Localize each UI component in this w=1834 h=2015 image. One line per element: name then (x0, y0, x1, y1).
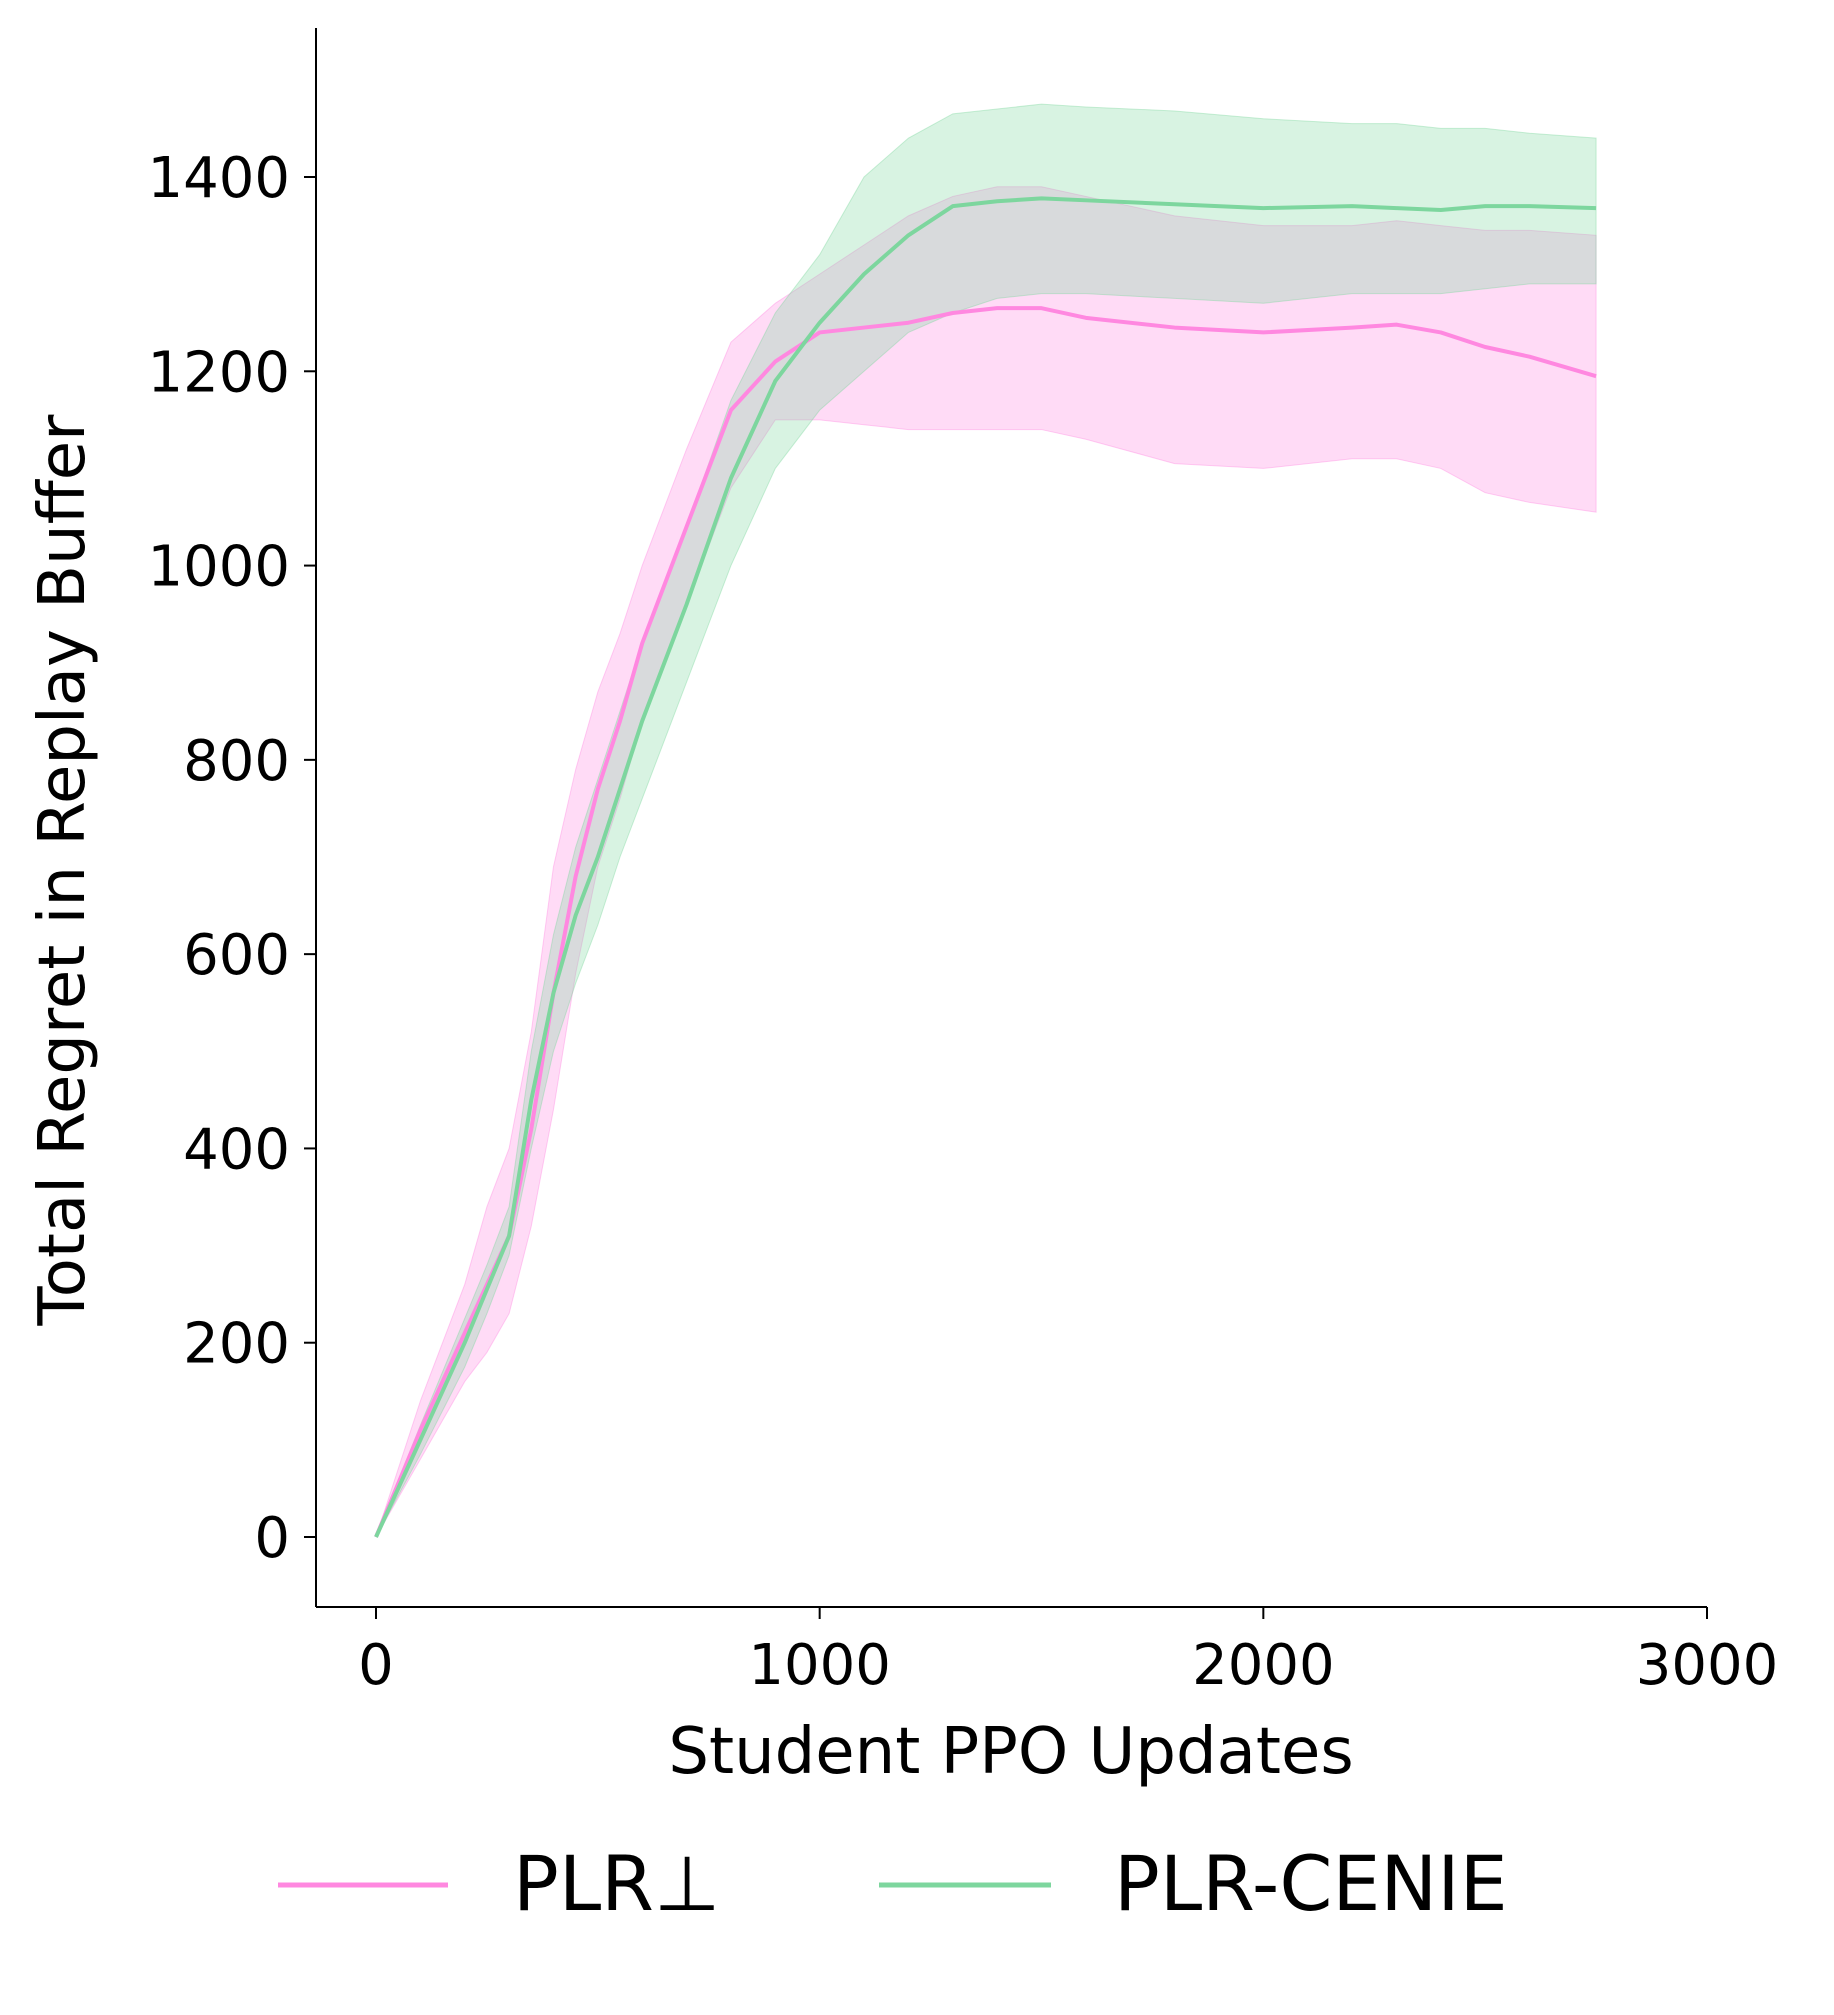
series-lines (374, 196, 1597, 1538)
y-tick-label: 600 (183, 923, 290, 988)
x-tick-label: 1000 (748, 1633, 891, 1698)
y-tick-label: 400 (183, 1117, 290, 1182)
x-tick-label: 3000 (1636, 1633, 1779, 1698)
legend-label-plr: PLR⊥ (513, 1839, 720, 1928)
x-tick-label: 0 (358, 1633, 394, 1698)
y-ticks: 0 200 400 600 800 1000 1200 1400 (147, 146, 316, 1571)
line-series-1 (374, 196, 1597, 1538)
band-series-0 (375, 186, 1597, 1538)
y-tick-label: 200 (183, 1312, 290, 1377)
x-tick-label: 2000 (1192, 1633, 1335, 1698)
x-axis-label: Student PPO Updates (668, 1715, 1353, 1789)
legend-label-plr-cenie: PLR-CENIE (1114, 1839, 1508, 1928)
y-tick-label: 1000 (147, 535, 290, 600)
y-tick-label: 1200 (147, 340, 290, 405)
y-tick-label: 800 (183, 729, 290, 794)
y-axis-label: Total Regret in Replay Buffer (26, 414, 100, 1327)
x-ticks: 0 1000 2000 3000 (358, 1607, 1778, 1698)
y-tick-label: 1400 (147, 146, 290, 211)
confidence-bands (375, 103, 1597, 1538)
legend: PLR⊥ PLR-CENIE (278, 1839, 1508, 1928)
y-tick-label: 0 (254, 1506, 290, 1571)
line-series-0 (374, 306, 1597, 1538)
